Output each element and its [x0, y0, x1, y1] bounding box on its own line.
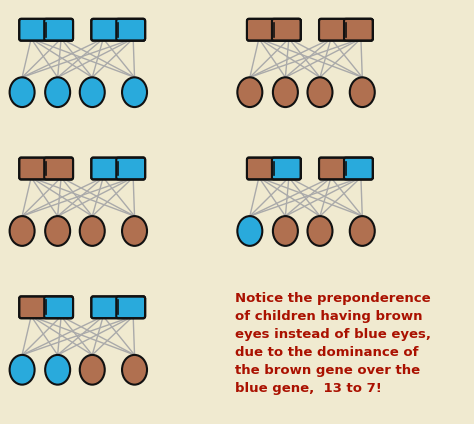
Ellipse shape — [80, 355, 105, 385]
Ellipse shape — [237, 77, 262, 107]
Ellipse shape — [350, 77, 375, 107]
FancyBboxPatch shape — [19, 296, 73, 318]
Text: Notice the preponderence
of children having brown
eyes instead of blue eyes,
due: Notice the preponderence of children hav… — [236, 293, 431, 396]
Ellipse shape — [308, 77, 332, 107]
Ellipse shape — [122, 355, 147, 385]
FancyBboxPatch shape — [116, 296, 145, 318]
Ellipse shape — [9, 216, 35, 246]
Ellipse shape — [45, 355, 70, 385]
FancyBboxPatch shape — [91, 19, 145, 41]
FancyBboxPatch shape — [91, 158, 145, 179]
FancyBboxPatch shape — [344, 158, 373, 179]
Ellipse shape — [237, 216, 262, 246]
FancyBboxPatch shape — [319, 158, 373, 179]
FancyBboxPatch shape — [19, 19, 73, 41]
FancyBboxPatch shape — [272, 19, 301, 41]
Ellipse shape — [350, 216, 375, 246]
FancyBboxPatch shape — [116, 158, 145, 179]
Ellipse shape — [122, 77, 147, 107]
Ellipse shape — [80, 77, 105, 107]
Ellipse shape — [80, 216, 105, 246]
FancyBboxPatch shape — [272, 158, 301, 179]
FancyBboxPatch shape — [44, 158, 73, 179]
FancyBboxPatch shape — [319, 19, 373, 41]
FancyBboxPatch shape — [19, 158, 73, 179]
FancyBboxPatch shape — [44, 296, 73, 318]
Ellipse shape — [45, 216, 70, 246]
Ellipse shape — [273, 216, 298, 246]
FancyBboxPatch shape — [247, 19, 301, 41]
Ellipse shape — [308, 216, 332, 246]
Ellipse shape — [9, 77, 35, 107]
Ellipse shape — [273, 77, 298, 107]
FancyBboxPatch shape — [91, 296, 145, 318]
FancyBboxPatch shape — [344, 19, 373, 41]
FancyBboxPatch shape — [247, 158, 301, 179]
Ellipse shape — [122, 216, 147, 246]
Ellipse shape — [9, 355, 35, 385]
FancyBboxPatch shape — [116, 19, 145, 41]
FancyBboxPatch shape — [44, 19, 73, 41]
Ellipse shape — [45, 77, 70, 107]
